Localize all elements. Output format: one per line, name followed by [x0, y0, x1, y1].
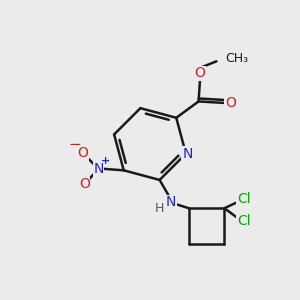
Text: H: H: [155, 202, 164, 215]
Text: N: N: [166, 195, 176, 209]
Text: N: N: [182, 147, 193, 161]
Text: O: O: [225, 96, 236, 110]
Text: −: −: [68, 137, 81, 152]
Text: Cl: Cl: [237, 192, 250, 206]
Text: CH₃: CH₃: [225, 52, 248, 65]
Text: N: N: [93, 162, 104, 176]
Text: O: O: [78, 146, 88, 161]
Text: Cl: Cl: [237, 214, 250, 228]
Text: +: +: [100, 155, 109, 166]
Text: O: O: [79, 177, 90, 191]
Text: O: O: [195, 66, 206, 80]
